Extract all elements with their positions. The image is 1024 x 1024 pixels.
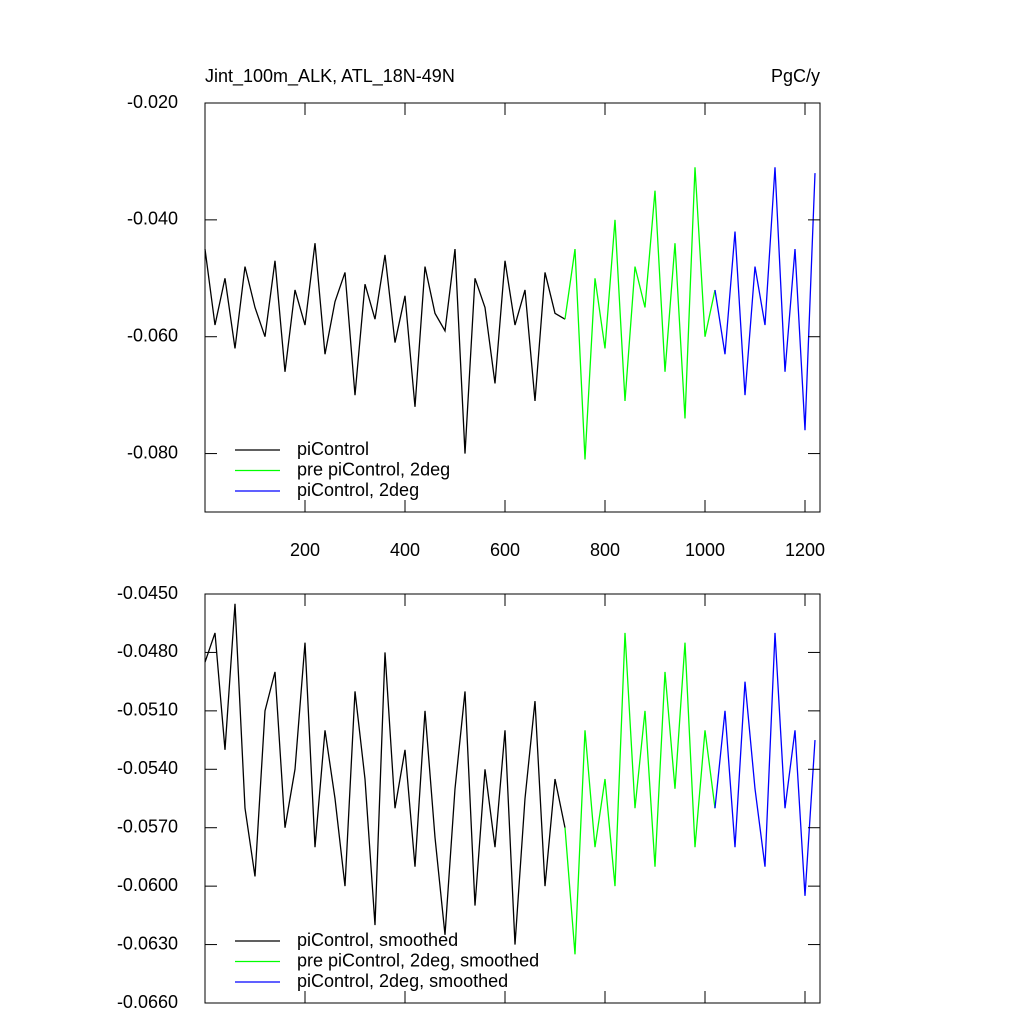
data-line xyxy=(564,632,716,955)
y-tick-label: -0.0570 xyxy=(117,816,178,836)
x-tick-label: 600 xyxy=(490,540,520,560)
y-tick-label: -0.080 xyxy=(127,442,178,462)
x-tick-label: 1000 xyxy=(685,540,725,560)
y-tick-label: -0.040 xyxy=(127,209,178,229)
legend-label: piControl, 2deg xyxy=(297,480,419,500)
y-tick-label: -0.0660 xyxy=(117,992,178,1012)
plot-frame xyxy=(204,593,821,1004)
data-line xyxy=(204,603,566,945)
y-tick-label: -0.0630 xyxy=(117,933,178,953)
y-tick-label: -0.0480 xyxy=(117,641,178,661)
chart-title: Jint_100m_ALK, ATL_18N-49N xyxy=(205,66,455,87)
y-tick-label: -0.020 xyxy=(127,92,178,112)
data-line xyxy=(204,243,566,454)
legend-label: pre piControl, 2deg, smoothed xyxy=(297,950,539,970)
x-tick-label: 400 xyxy=(390,540,420,560)
x-tick-label: 200 xyxy=(290,540,320,560)
legend-label: piControl, smoothed xyxy=(297,930,458,950)
y-tick-label: -0.0540 xyxy=(117,758,178,778)
data-line xyxy=(714,167,816,431)
y-tick-label: -0.0510 xyxy=(117,700,178,720)
y-tick-label: -0.0450 xyxy=(117,583,178,603)
x-tick-label: 800 xyxy=(590,540,620,560)
units-label: PgC/y xyxy=(771,66,820,86)
legend-label: pre piControl, 2deg xyxy=(297,459,450,479)
data-line xyxy=(714,632,816,896)
y-tick-label: -0.0600 xyxy=(117,875,178,895)
legend-label: piControl xyxy=(297,439,369,459)
legend-label: piControl, 2deg, smoothed xyxy=(297,971,508,991)
x-tick-label: 1200 xyxy=(785,540,825,560)
plot-frame xyxy=(204,102,821,513)
y-tick-label: -0.060 xyxy=(127,325,178,345)
data-line xyxy=(564,167,716,460)
